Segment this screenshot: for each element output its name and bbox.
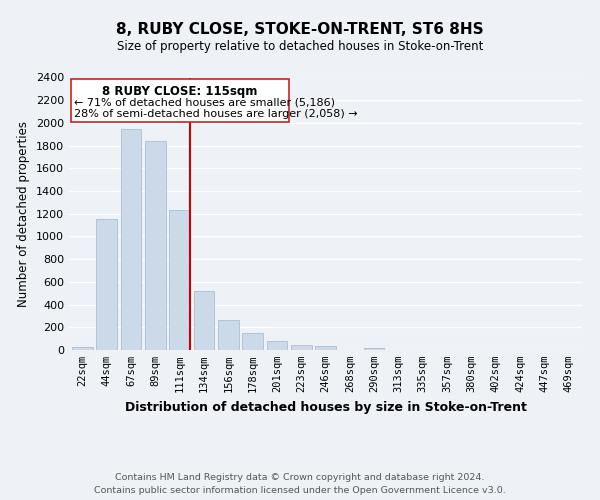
Text: ← 71% of detached houses are smaller (5,186): ← 71% of detached houses are smaller (5,… bbox=[74, 98, 335, 108]
Bar bbox=[72, 347, 93, 350]
Bar bbox=[145, 141, 166, 350]
Bar bbox=[121, 128, 142, 350]
Bar bbox=[97, 220, 117, 350]
Text: 8, RUBY CLOSE, STOKE-ON-TRENT, ST6 8HS: 8, RUBY CLOSE, STOKE-ON-TRENT, ST6 8HS bbox=[116, 22, 484, 38]
Bar bbox=[169, 210, 190, 350]
Text: Size of property relative to detached houses in Stoke-on-Trent: Size of property relative to detached ho… bbox=[117, 40, 483, 53]
Bar bbox=[315, 346, 336, 350]
Bar bbox=[364, 348, 385, 350]
Text: Contains HM Land Registry data © Crown copyright and database right 2024.: Contains HM Land Registry data © Crown c… bbox=[115, 474, 485, 482]
Bar bbox=[266, 341, 287, 350]
Text: 8 RUBY CLOSE: 115sqm: 8 RUBY CLOSE: 115sqm bbox=[102, 86, 257, 98]
X-axis label: Distribution of detached houses by size in Stoke-on-Trent: Distribution of detached houses by size … bbox=[125, 400, 526, 413]
Bar bbox=[242, 333, 263, 350]
Y-axis label: Number of detached properties: Number of detached properties bbox=[17, 120, 31, 306]
FancyBboxPatch shape bbox=[71, 78, 289, 122]
Text: 28% of semi-detached houses are larger (2,058) →: 28% of semi-detached houses are larger (… bbox=[74, 108, 358, 118]
Bar bbox=[194, 291, 214, 350]
Bar bbox=[291, 345, 311, 350]
Text: Contains public sector information licensed under the Open Government Licence v3: Contains public sector information licen… bbox=[94, 486, 506, 495]
Bar bbox=[218, 320, 239, 350]
